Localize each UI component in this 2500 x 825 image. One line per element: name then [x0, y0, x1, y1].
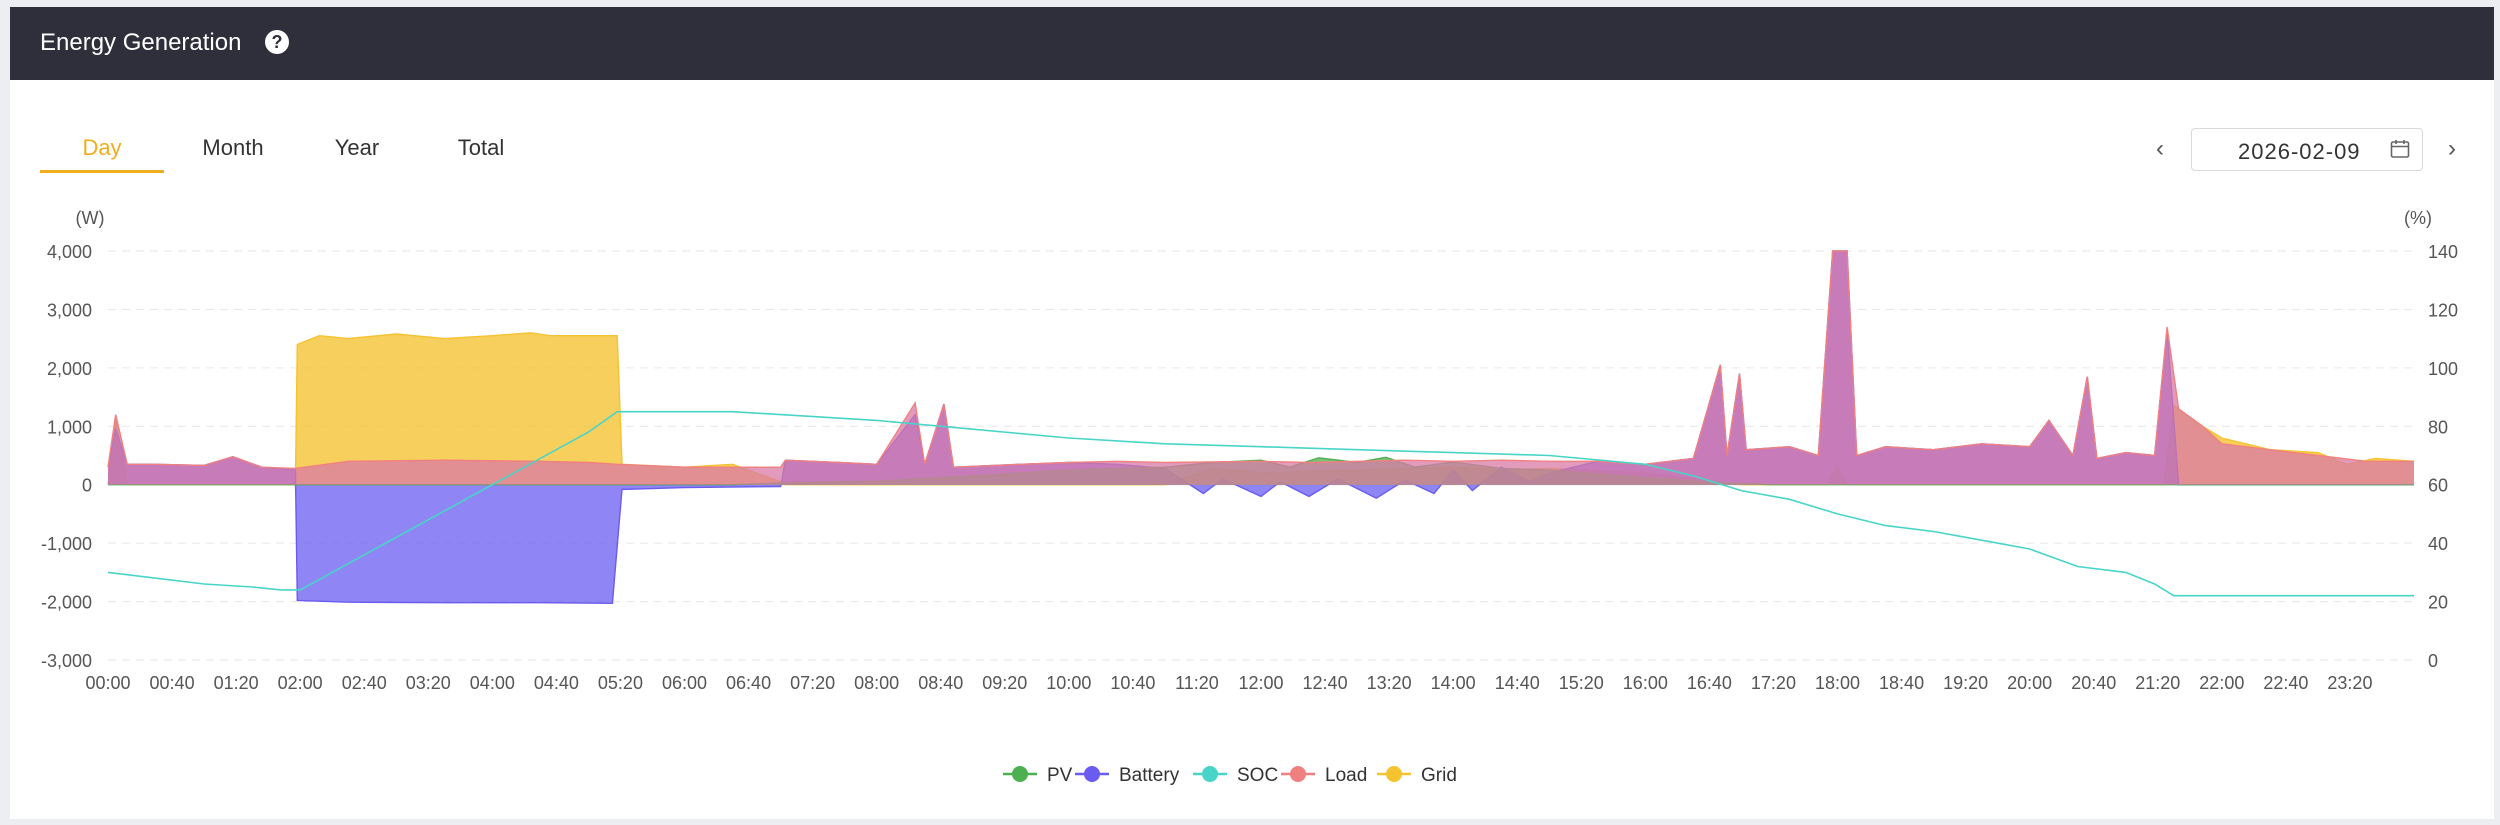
y-right-tick-label: 20: [2428, 593, 2448, 613]
x-tick-label: 16:40: [1687, 673, 1732, 693]
y-right-tick-label: 120: [2428, 300, 2458, 320]
y-left-tick-label: 0: [82, 476, 92, 496]
x-tick-label: 01:20: [214, 673, 259, 693]
y-left-unit: (W): [76, 208, 105, 228]
x-tick-label: 06:00: [662, 673, 707, 693]
x-tick-label: 19:20: [1943, 673, 1988, 693]
y-right-tick-label: 0: [2428, 651, 2438, 671]
x-tick-label: 21:20: [2135, 673, 2180, 693]
legend-label-pv: PV: [1047, 765, 1073, 786]
y-right-tick-label: 100: [2428, 359, 2458, 379]
x-tick-label: 11:20: [1175, 673, 1219, 693]
y-left-tick-label: -1,000: [41, 534, 92, 554]
x-tick-label: 18:40: [1879, 673, 1924, 693]
series-line-soc: [107, 410, 2414, 597]
legend-label-grid: Grid: [1421, 765, 1457, 786]
x-tick-label: 18:00: [1815, 673, 1860, 693]
legend-marker-pv: [1012, 766, 1028, 782]
legend-marker-load: [1290, 766, 1306, 782]
x-tick-label: 02:00: [278, 673, 323, 693]
legend-label-load: Load: [1325, 765, 1367, 786]
y-right-tick-label: 140: [2428, 242, 2458, 262]
energy-generation-card: Energy Generation ? Day Month Year Total…: [10, 7, 2494, 819]
legend-marker-soc: [1202, 766, 1218, 782]
x-tick-label: 12:40: [1303, 673, 1348, 693]
card-title: Energy Generation: [40, 29, 242, 56]
x-tick-label: 09:20: [982, 673, 1027, 693]
tab-year[interactable]: Year: [334, 135, 380, 160]
y-left-tick-label: -2,000: [41, 593, 92, 613]
x-tick-label: 05:20: [598, 673, 643, 693]
tab-total[interactable]: Total: [457, 135, 505, 160]
x-tick-label: 10:40: [1110, 673, 1155, 693]
y-left-tick-label: 3,000: [47, 300, 92, 320]
x-tick-label: 02:40: [342, 673, 387, 693]
y-left-tick-label: 4,000: [47, 242, 92, 262]
y-right-tick-label: 80: [2428, 417, 2448, 437]
chevron-left-icon[interactable]: ‹: [2156, 135, 2164, 162]
y-right-unit: (%): [2404, 208, 2432, 228]
x-tick-label: 14:40: [1495, 673, 1540, 693]
y-left-tick-label: -3,000: [41, 651, 92, 671]
y-left-tick-label: 2,000: [47, 359, 92, 379]
date-picker[interactable]: 2026-02-09: [2191, 128, 2423, 171]
x-tick-label: 03:20: [406, 673, 451, 693]
legend-marker-grid: [1386, 766, 1402, 782]
x-tick-label: 15:20: [1559, 673, 1604, 693]
active-tab-underline: [40, 170, 164, 173]
x-tick-label: 00:00: [85, 673, 130, 693]
card-header: Energy Generation ?: [10, 7, 2494, 80]
x-tick-label: 22:40: [2263, 673, 2308, 693]
y-left-tick-label: 1,000: [47, 417, 92, 437]
x-tick-label: 04:00: [470, 673, 515, 693]
series-line-load: [107, 250, 2414, 470]
legend-label-soc: SOC: [1237, 765, 1278, 786]
x-tick-label: 17:20: [1751, 673, 1796, 693]
x-tick-label: 22:00: [2199, 673, 2244, 693]
calendar-icon[interactable]: [2390, 139, 2410, 159]
x-tick-label: 16:00: [1623, 673, 1668, 693]
x-tick-label: 13:20: [1367, 673, 1412, 693]
x-tick-label: 20:00: [2007, 673, 2052, 693]
x-tick-label: 20:40: [2071, 673, 2116, 693]
x-tick-label: 06:40: [726, 673, 771, 693]
y-right-tick-label: 40: [2428, 534, 2448, 554]
x-tick-label: 07:20: [790, 673, 835, 693]
x-tick-label: 10:00: [1046, 673, 1091, 693]
question-circle-icon[interactable]: ?: [265, 30, 289, 54]
series-area-load: [108, 251, 2414, 485]
y-right-tick-label: 60: [2428, 476, 2448, 496]
x-tick-label: 08:00: [854, 673, 899, 693]
tab-month[interactable]: Month: [202, 135, 264, 160]
x-tick-label: 14:00: [1431, 673, 1476, 693]
chevron-right-icon[interactable]: ›: [2448, 135, 2456, 162]
legend-marker-battery: [1084, 766, 1100, 782]
x-tick-label: 08:40: [918, 673, 963, 693]
x-tick-label: 23:20: [2327, 673, 2372, 693]
x-tick-label: 00:40: [150, 673, 195, 693]
tab-day[interactable]: Day: [82, 135, 122, 160]
date-value: 2026-02-09: [2238, 139, 2361, 164]
x-tick-label: 04:40: [534, 673, 579, 693]
energy-chart: 4,000 3,000 2,000 1,000 0 -1,000 -2,000 -3,000 1…: [41, 208, 2458, 786]
legend-label-battery: Battery: [1119, 765, 1180, 786]
x-tick-label: 12:00: [1238, 673, 1283, 693]
